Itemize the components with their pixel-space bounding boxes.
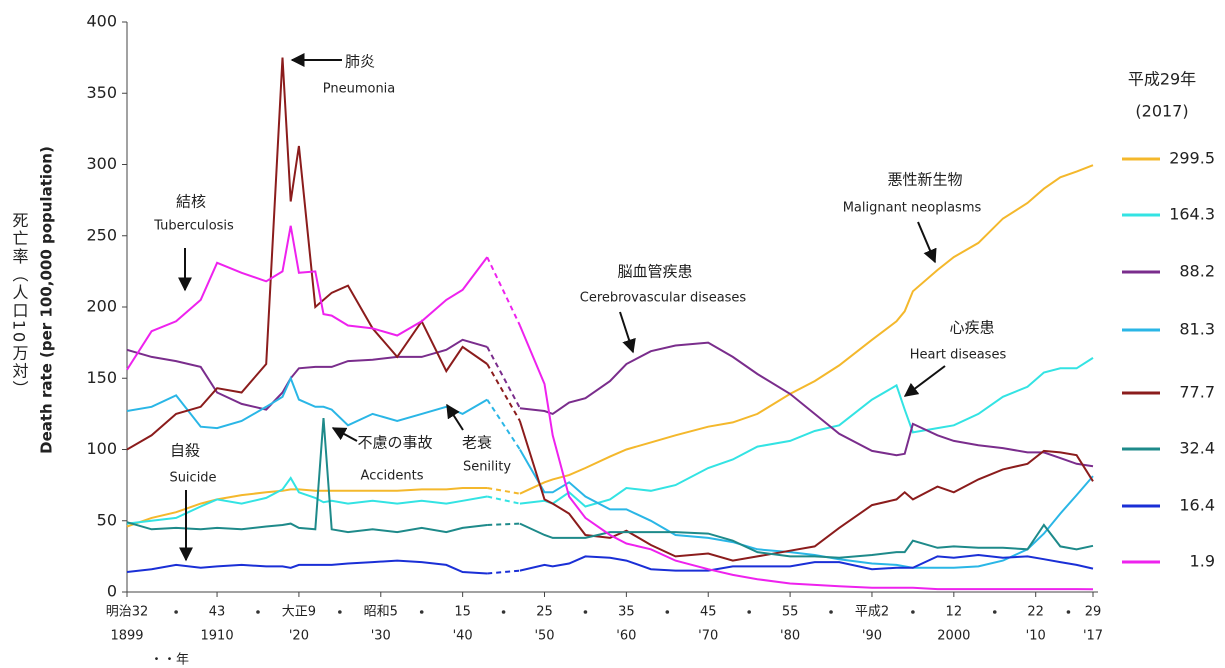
series-line bbox=[126, 357, 1094, 525]
x-tick-label-western: '70 bbox=[698, 629, 718, 644]
gap-connector bbox=[486, 495, 521, 505]
y-tick-label: 300 bbox=[86, 154, 117, 173]
annotation-jp: 脳血管疾患 bbox=[617, 263, 692, 281]
series-line bbox=[126, 225, 1094, 591]
annotation-jp: 結核 bbox=[176, 193, 206, 211]
y-tick-label: 100 bbox=[86, 439, 117, 458]
legend-title: 平成29年 bbox=[1128, 70, 1196, 89]
annotation-arrow bbox=[331, 427, 358, 442]
y-tick-label: 250 bbox=[86, 225, 117, 244]
x-tick-label: 55 bbox=[782, 605, 799, 620]
series-line bbox=[126, 338, 1094, 468]
x-tick-label-western: '90 bbox=[862, 629, 882, 644]
series-line bbox=[126, 57, 1094, 562]
x-minor-tick bbox=[829, 610, 833, 614]
x-minor-tick bbox=[911, 610, 915, 614]
annotation-jp: 悪性新生物 bbox=[887, 171, 962, 189]
x-tick-label-western: 1899 bbox=[110, 629, 143, 644]
legend-value: 16.4 bbox=[1179, 496, 1215, 515]
x-tick-label-western: '60 bbox=[616, 629, 636, 644]
y-tick-label: 150 bbox=[86, 368, 117, 387]
legend-value: 77.7 bbox=[1179, 383, 1215, 402]
legend-value: 88.2 bbox=[1179, 262, 1215, 281]
series-line bbox=[126, 375, 1094, 569]
gap-connector bbox=[486, 256, 521, 326]
gap-connector bbox=[487, 569, 521, 575]
series-line bbox=[126, 553, 1094, 575]
legend-value: 164.3 bbox=[1169, 205, 1215, 224]
annotation-arrow bbox=[619, 311, 636, 354]
x-tick-label-western: 1910 bbox=[201, 629, 234, 644]
legend-value: 299.5 bbox=[1169, 149, 1215, 168]
x-tick-label-western: '17 bbox=[1083, 629, 1103, 644]
legend-value: 1.9 bbox=[1190, 552, 1215, 571]
x-minor-tick bbox=[174, 610, 178, 614]
x-minor-tick bbox=[747, 610, 751, 614]
gap-connector bbox=[486, 399, 521, 451]
y-tick-label: 400 bbox=[86, 12, 117, 31]
x-minor-tick bbox=[419, 610, 424, 614]
annotation-en: Cerebrovascular diseases bbox=[580, 291, 747, 306]
annotation-en: Accidents bbox=[361, 469, 424, 484]
x-tick-label-western: '80 bbox=[780, 629, 800, 644]
annotation-arrow bbox=[903, 365, 946, 397]
x-tick-label-western: '40 bbox=[453, 629, 473, 644]
x-tick-label-western: '10 bbox=[1026, 629, 1046, 644]
annotation-en: Tuberculosis bbox=[153, 219, 234, 234]
y-axis-label: 死亡率（人口10万対） bbox=[10, 212, 29, 398]
annotation-en: Malignant neoplasms bbox=[843, 201, 982, 216]
annotation-jp: 肺炎 bbox=[345, 53, 375, 71]
x-tick-label-western: '20 bbox=[289, 629, 309, 644]
gap-connector bbox=[487, 486, 521, 495]
x-tick-label: 平成2 bbox=[855, 605, 889, 620]
x-axis-label: ・・年 bbox=[150, 653, 189, 668]
x-minor-tick bbox=[501, 610, 506, 614]
x-minor-tick bbox=[992, 610, 997, 614]
x-tick-label-western: '30 bbox=[371, 629, 391, 644]
x-tick-label: 昭和5 bbox=[364, 605, 398, 620]
x-tick-label: 明治32 bbox=[106, 605, 149, 620]
annotation-jp: 自殺 bbox=[170, 442, 200, 460]
gap-connector bbox=[486, 363, 521, 422]
x-minor-tick bbox=[1066, 610, 1071, 614]
annotation-jp: 不慮の事故 bbox=[357, 434, 432, 452]
x-minor-tick bbox=[338, 610, 342, 614]
legend-value: 81.3 bbox=[1179, 320, 1215, 339]
x-tick-label: 15 bbox=[454, 605, 471, 620]
x-tick-label: 45 bbox=[700, 605, 717, 620]
x-tick-label: 29 bbox=[1085, 605, 1102, 620]
annotation-en: Heart diseases bbox=[910, 348, 1007, 363]
x-tick-label: 12 bbox=[946, 605, 963, 620]
x-tick-label: 25 bbox=[536, 605, 553, 620]
y-tick-label: 50 bbox=[97, 510, 117, 529]
x-tick-label: 35 bbox=[618, 605, 635, 620]
x-tick-label-western: 2000 bbox=[937, 629, 970, 644]
x-tick-label: 43 bbox=[209, 605, 226, 620]
annotation-en: Pneumonia bbox=[323, 82, 396, 97]
legend-subtitle: (2017) bbox=[1135, 102, 1188, 121]
y-tick-label: 200 bbox=[86, 297, 117, 316]
x-minor-tick bbox=[256, 610, 260, 614]
series-line bbox=[126, 418, 1094, 559]
annotation-arrow bbox=[917, 221, 937, 264]
legend-value: 32.4 bbox=[1179, 439, 1215, 458]
y-tick-label: 350 bbox=[86, 83, 117, 102]
x-tick-label-western: '50 bbox=[534, 629, 554, 644]
series-line bbox=[126, 164, 1094, 528]
x-tick-label: 22 bbox=[1027, 605, 1044, 620]
annotation-jp: 心疾患 bbox=[949, 319, 994, 337]
annotation-en: Suicide bbox=[169, 471, 216, 486]
x-minor-tick bbox=[665, 610, 670, 614]
gap-connector bbox=[487, 522, 520, 527]
annotation-arrow bbox=[446, 403, 464, 431]
x-minor-tick bbox=[583, 610, 588, 614]
x-tick-label: 大正9 bbox=[282, 605, 316, 620]
y-axis-label-en: Death rate (per 100,000 population) bbox=[38, 146, 56, 454]
annotation-en: Senility bbox=[463, 460, 511, 475]
y-tick-label: 0 bbox=[107, 582, 117, 601]
annotation-jp: 老衰 bbox=[462, 434, 492, 452]
gap-connector bbox=[486, 346, 521, 409]
